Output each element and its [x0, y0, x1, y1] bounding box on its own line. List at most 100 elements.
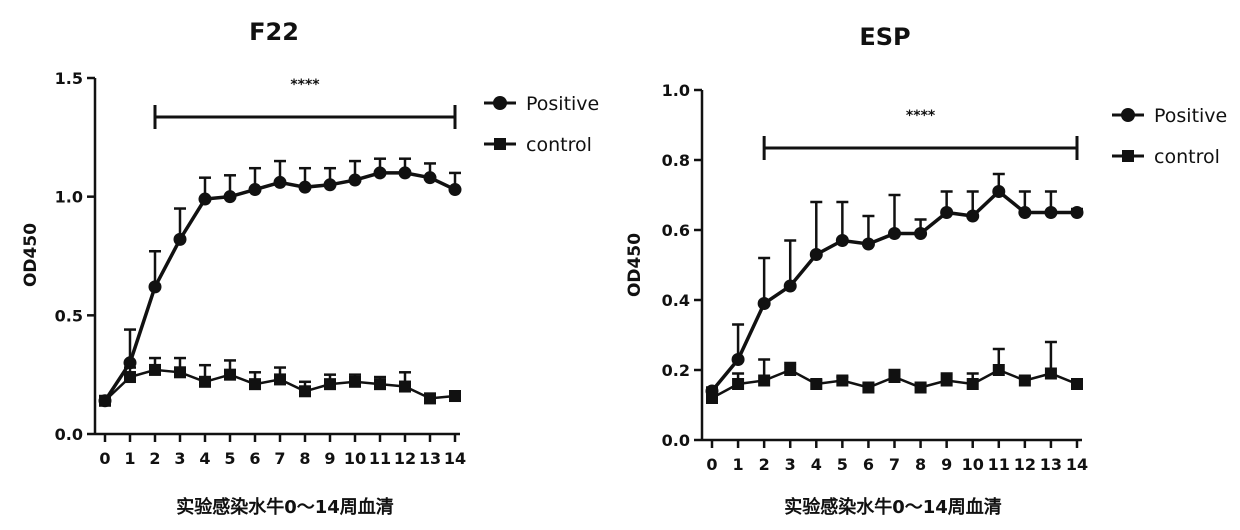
- positive-data-point: [424, 171, 437, 184]
- x-tick-label: 6: [249, 449, 260, 468]
- x-tick-label: 8: [915, 455, 926, 474]
- x-tick-label: 6: [863, 455, 874, 474]
- positive-data-point: [862, 238, 875, 251]
- plot-area: 0.00.51.01.501234567891011121314****: [55, 69, 466, 468]
- control-data-point: [349, 376, 361, 388]
- control-data-point: [449, 390, 461, 402]
- positive-data-point: [784, 280, 797, 293]
- control-data-point: [967, 378, 979, 390]
- positive-data-point: [836, 234, 849, 247]
- positive-data-point: [449, 183, 462, 196]
- positive-data-point: [199, 193, 212, 206]
- control-data-point: [784, 364, 796, 376]
- positive-data-point: [966, 210, 979, 223]
- y-axis-label: OD450: [21, 223, 41, 287]
- control-data-point: [862, 382, 874, 394]
- y-tick-label: 0.2: [662, 361, 690, 380]
- positive-data-point: [1018, 206, 1031, 219]
- legend-label-control: control: [526, 134, 592, 156]
- x-tick-label: 3: [174, 449, 185, 468]
- positive-data-point: [224, 190, 237, 203]
- control-data-point: [174, 366, 186, 378]
- control-data-point: [224, 369, 236, 381]
- control-data-point: [149, 364, 161, 376]
- x-tick-label: 7: [889, 455, 900, 474]
- positive-data-point: [940, 206, 953, 219]
- x-tick-label: 4: [811, 455, 822, 474]
- significance-label: ****: [906, 108, 936, 124]
- positive-data-point: [174, 233, 187, 246]
- y-tick-label: 1.5: [55, 69, 83, 88]
- x-tick-label: 14: [444, 449, 466, 468]
- x-tick-label: 2: [149, 449, 160, 468]
- control-data-point: [324, 378, 336, 390]
- x-tick-label: 3: [785, 455, 796, 474]
- x-axis-label: 实验感染水牛0～14周血清: [176, 496, 394, 518]
- control-data-point: [836, 375, 848, 387]
- positive-data-point: [1071, 206, 1084, 219]
- x-tick-label: 10: [962, 455, 984, 474]
- control-data-point: [1019, 375, 1031, 387]
- y-axis-label: OD450: [625, 233, 645, 297]
- x-tick-label: 12: [394, 449, 416, 468]
- y-tick-label: 0.4: [662, 291, 690, 310]
- control-data-point: [249, 378, 261, 390]
- x-tick-label: 13: [419, 449, 441, 468]
- positive-data-point: [399, 166, 412, 179]
- positive-data-point: [888, 227, 901, 240]
- control-data-point: [810, 378, 822, 390]
- x-tick-label: 0: [706, 455, 717, 474]
- legend-label-positive: Positive: [1154, 105, 1227, 127]
- positive-data-point: [349, 174, 362, 187]
- x-tick-label: 4: [199, 449, 210, 468]
- control-data-point: [374, 378, 386, 390]
- positive-data-point: [1044, 206, 1057, 219]
- control-data-point: [124, 371, 136, 383]
- control-data-point: [1071, 378, 1083, 390]
- plot-area: 0.00.20.40.60.81.001234567891011121314**…: [662, 81, 1088, 474]
- legend-label-control: control: [1154, 146, 1220, 168]
- positive-data-point: [324, 178, 337, 191]
- positive-data-point: [914, 227, 927, 240]
- control-data-point: [706, 392, 718, 404]
- control-data-point: [889, 371, 901, 383]
- x-tick-label: 11: [369, 449, 391, 468]
- chart-panel-esp: ESP OD450 实验感染水牛0～14周血清 0.00.20.40.60.81…: [625, 23, 1227, 518]
- legend-marker-control: [494, 138, 506, 150]
- x-tick-label: 1: [733, 455, 744, 474]
- x-tick-label: 13: [1040, 455, 1062, 474]
- x-tick-label: 10: [344, 449, 366, 468]
- control-data-point: [732, 378, 744, 390]
- control-data-point: [758, 375, 770, 387]
- legend-label-positive: Positive: [526, 93, 599, 115]
- positive-data-point: [758, 297, 771, 310]
- control-data-point: [915, 382, 927, 394]
- positive-data-point: [992, 185, 1005, 198]
- chart-title: ESP: [859, 23, 910, 51]
- x-tick-label: 11: [988, 455, 1010, 474]
- x-tick-label: 9: [324, 449, 335, 468]
- x-tick-label: 0: [99, 449, 110, 468]
- significance-label: ****: [290, 77, 320, 93]
- legend-marker-positive: [1121, 108, 1135, 122]
- chart-panel-f22: F22 OD450 实验感染水牛0～14周血清 0.00.51.01.50123…: [21, 18, 599, 518]
- x-tick-label: 14: [1066, 455, 1088, 474]
- x-tick-label: 5: [837, 455, 848, 474]
- x-tick-label: 8: [299, 449, 310, 468]
- control-data-point: [274, 373, 286, 385]
- y-tick-label: 0.6: [662, 221, 690, 240]
- y-tick-label: 0.0: [55, 425, 83, 444]
- x-tick-label: 12: [1014, 455, 1036, 474]
- chart-title: F22: [249, 18, 299, 46]
- x-tick-label: 7: [274, 449, 285, 468]
- x-tick-label: 1: [124, 449, 135, 468]
- control-data-point: [299, 385, 311, 397]
- positive-data-point: [274, 176, 287, 189]
- x-axis-label: 实验感染水牛0～14周血清: [784, 496, 1002, 518]
- control-data-point: [993, 364, 1005, 376]
- control-data-point: [1045, 368, 1057, 380]
- positive-data-point: [299, 181, 312, 194]
- positive-data-point: [149, 280, 162, 293]
- control-data-point: [99, 395, 111, 407]
